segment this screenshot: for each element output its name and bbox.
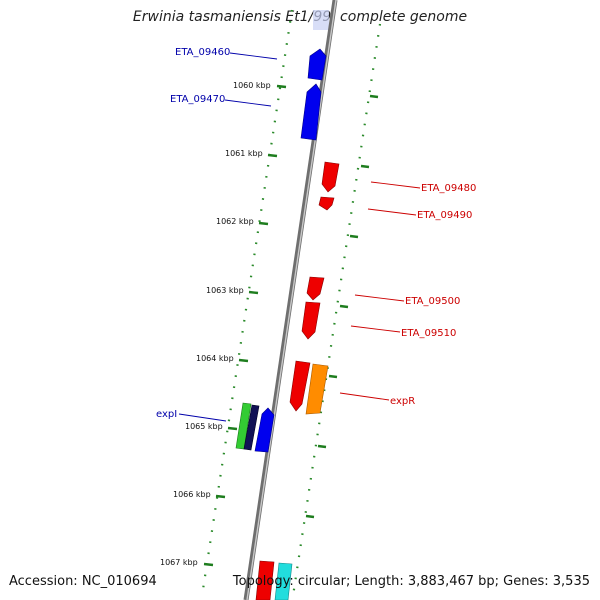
scale-ticks [203,84,379,567]
tick-right-5 [328,374,338,379]
leader-eta-09490 [367,208,417,216]
gene-arrow-eta-09510[interactable] [301,301,321,340]
accession-text: Accession: NC_010694 [9,574,157,589]
gene-arrow-eta-09470[interactable] [300,83,322,141]
scale-label-1065: 1065 kbp [185,422,223,431]
tick-right-4 [339,304,349,309]
gene-arrow-expr[interactable] [305,363,329,415]
tick-right-3 [349,234,359,239]
tick-1065 [227,426,238,431]
leader-eta-09510 [350,325,401,333]
genome-stats-text: Topology: circular; Length: 3,883,467 bp… [232,574,590,589]
leader-eta-09500 [354,294,405,302]
scale-label-1062: 1062 kbp [216,217,254,226]
gene-arrow-blue-lower[interactable] [254,407,275,453]
gene-arrow-eta-09500[interactable] [306,276,325,301]
gene-arrow-red-bottom[interactable] [255,560,275,600]
tick-1063 [248,290,259,295]
tick-1060 [276,84,287,89]
tick-1066 [215,494,226,499]
tick-1062 [258,221,269,226]
gene-label-eta-09510: ETA_09510 [401,328,456,339]
leader-eta-09480 [370,181,421,189]
tick-right-6 [317,444,327,449]
gene-arrow-cyan-bottom[interactable] [274,562,293,600]
scale-label-1061: 1061 kbp [225,149,263,158]
leader-eta-09460 [229,52,278,60]
backbone-highlight [246,0,337,600]
gene-label-eta-09470: ETA_09470 [170,94,225,105]
scale-label-1064: 1064 kbp [196,354,234,363]
leader-expr [339,392,390,401]
gene-arrow-dark[interactable] [243,404,260,451]
scale-label-1067: 1067 kbp [160,558,198,567]
map-title: Erwinia tasmaniensis Et1/99, complete ge… [132,9,468,25]
leader-lines [178,52,421,422]
tick-right-1 [369,94,379,99]
scale-label-1063: 1063 kbp [206,286,244,295]
scale-label-1066: 1066 kbp [173,490,211,499]
gene-label-eta-09500: ETA_09500 [405,296,460,307]
gene-arrow-eta-09490[interactable] [318,196,335,211]
tick-1067 [203,562,214,567]
tick-right-7 [305,514,315,519]
genome-backbone [243,0,338,600]
faded-gene-top [313,10,329,30]
gene-arrow-eta-09480[interactable] [321,161,340,193]
leader-eta-09470 [224,99,272,107]
right-track [291,23,382,597]
gene-label-expr: expR [390,396,415,407]
gene-arrow-eta-09460[interactable] [307,48,327,81]
gene-arrow-red-unlabeled[interactable] [289,360,311,412]
gene-label-eta-09460: ETA_09460 [175,47,230,58]
tick-1064 [238,358,249,363]
scale-label-1060: 1060 kbp [233,81,271,90]
leader-expi [178,413,227,422]
gene-label-expi: expI [156,409,177,420]
tick-1061 [267,153,278,158]
left-track [200,9,294,597]
gene-label-eta-09490: ETA_09490 [417,210,472,221]
gene-label-eta-09480: ETA_09480 [421,183,476,194]
tick-right-2 [360,164,370,169]
